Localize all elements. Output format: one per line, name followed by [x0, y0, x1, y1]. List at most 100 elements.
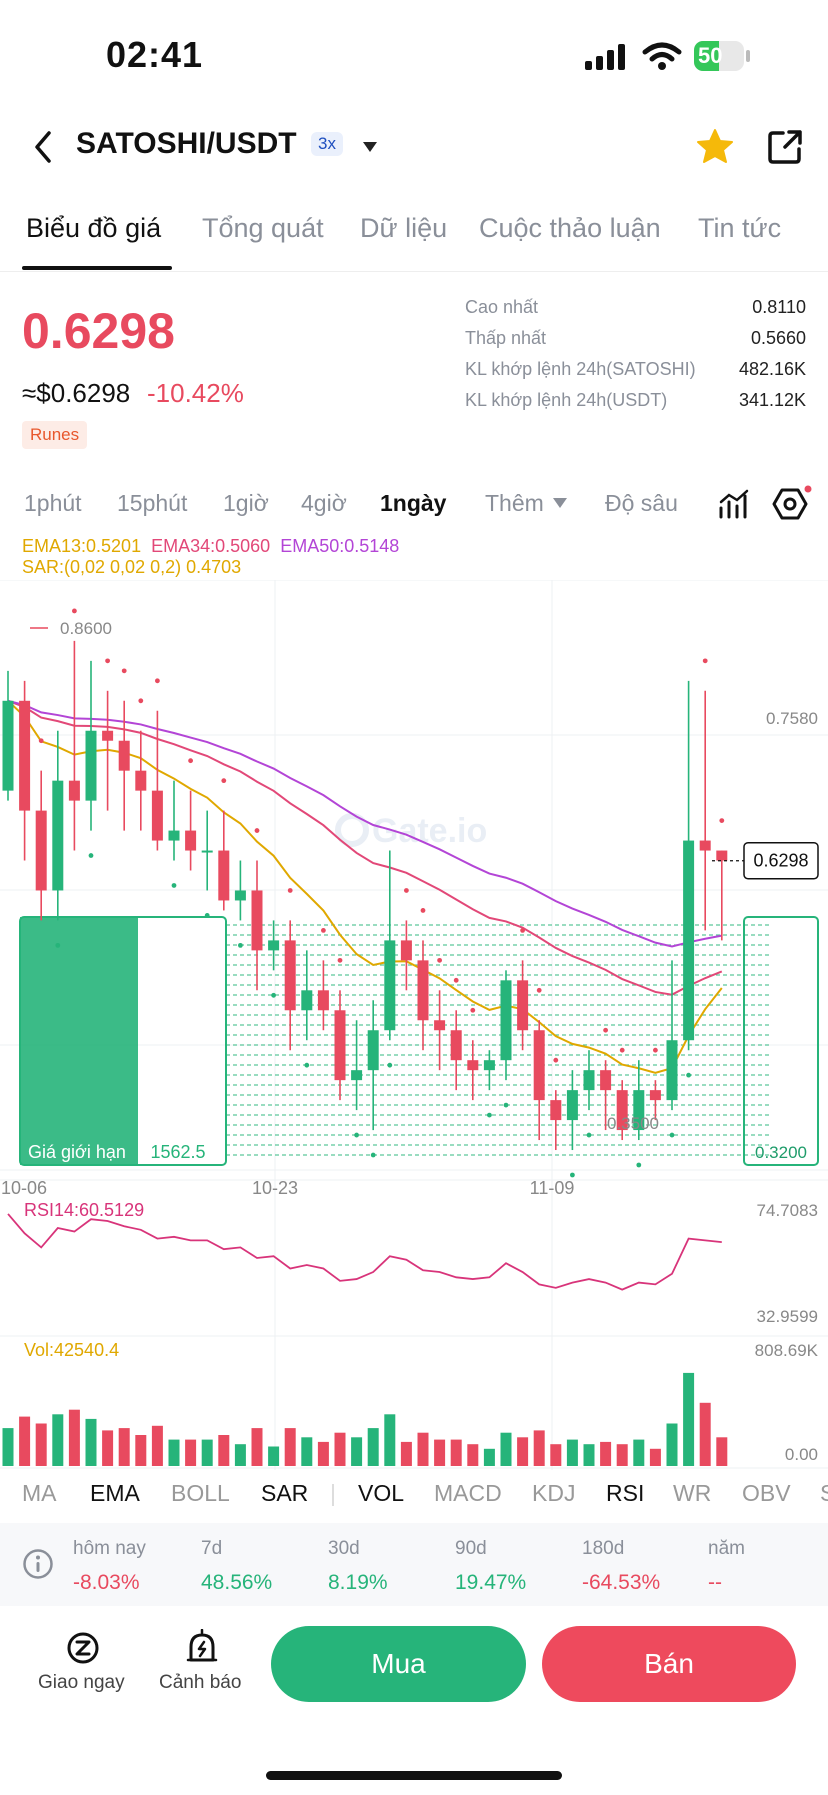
- volume-bar: [168, 1439, 180, 1466]
- volume-bar: [417, 1432, 429, 1466]
- share-icon[interactable]: [766, 128, 804, 166]
- sar-dot: [121, 668, 127, 674]
- depth-box-right: [743, 916, 819, 1166]
- volume-bar: [234, 1444, 246, 1466]
- spot-icon[interactable]: [66, 1631, 100, 1665]
- candle-body: [68, 780, 80, 801]
- buy-button[interactable]: Mua: [271, 1626, 526, 1702]
- candle-body: [201, 850, 213, 853]
- current-price-box: [743, 841, 819, 880]
- candle-body: [301, 990, 313, 1011]
- volume-bar: [666, 1423, 678, 1466]
- sar-dot: [55, 942, 61, 948]
- performance-bar: [0, 1523, 828, 1606]
- status-time: 02:41: [106, 34, 204, 75]
- volume-bar: [699, 1402, 711, 1466]
- info-icon[interactable]: [22, 1548, 54, 1580]
- timeframe-1d[interactable]: 1ngày: [380, 490, 447, 516]
- sar-dot: [570, 1172, 575, 1178]
- depth-fill-left: [20, 917, 138, 1165]
- chart-settings-icon[interactable]: [772, 485, 812, 521]
- indicator-boll[interactable]: BOLL: [171, 1480, 230, 1506]
- back-arrow-icon[interactable]: [32, 130, 54, 164]
- sar-dot: [271, 992, 276, 998]
- timeframe-1h[interactable]: 1giờ: [223, 490, 269, 516]
- indicator-more[interactable]: S: [820, 1480, 828, 1506]
- sar-dot: [702, 658, 708, 664]
- stat-vol-base-value: 482.16K: [738, 359, 806, 379]
- y-tick-label: 0.7580: [766, 709, 818, 728]
- indicator-vol[interactable]: VOL: [358, 1480, 405, 1506]
- candle-body: [52, 780, 64, 891]
- indicator-rsi[interactable]: RSI: [606, 1480, 645, 1506]
- pair-dropdown-icon[interactable]: [361, 140, 379, 154]
- depth-tab[interactable]: Độ sâu: [605, 490, 678, 516]
- sar-dot: [719, 818, 725, 823]
- sar-dot: [304, 1062, 310, 1068]
- ema-legend: EMA13:0.5201 EMA34:0.5060 EMA50:0.5148: [22, 536, 399, 557]
- tab-news[interactable]: Tin tức: [698, 213, 782, 243]
- spot-label[interactable]: Giao ngay: [38, 1672, 125, 1693]
- sar-dot: [155, 678, 160, 684]
- volume-bar: [633, 1439, 645, 1466]
- tab-price-chart[interactable]: Biểu đồ giá: [26, 213, 162, 243]
- timeframe-more[interactable]: Thêm: [485, 490, 544, 516]
- candle-body: [666, 1040, 678, 1101]
- pair-title[interactable]: SATOSHI/USDT: [76, 127, 297, 160]
- battery-icon: 50: [694, 41, 744, 71]
- volume-bar: [533, 1430, 545, 1466]
- volume-bar: [351, 1437, 363, 1466]
- stat-vol-quote-label: KL khớp lệnh 24h(USDT): [465, 390, 668, 410]
- sar-dot: [453, 977, 459, 983]
- runes-tag[interactable]: Runes: [22, 421, 88, 449]
- indicator-wr[interactable]: WR: [673, 1480, 712, 1506]
- candle-body: [268, 940, 280, 951]
- sar-legend: SAR:(0,02 0,02 0,2) 0.4703: [22, 557, 242, 577]
- sar-dot: [387, 1062, 393, 1068]
- candle-body: [400, 940, 412, 961]
- perf-30d-value: 8.19%: [328, 1571, 388, 1594]
- candles: [2, 640, 728, 1151]
- sar-dot: [138, 698, 144, 704]
- sar-dot: [72, 608, 77, 614]
- ema34-line: [7, 699, 723, 996]
- indicator-ema[interactable]: EMA: [90, 1480, 140, 1506]
- timeframe-15m[interactable]: 15phút: [117, 490, 188, 516]
- alert-label[interactable]: Cảnh báo: [159, 1672, 242, 1693]
- perf-90d-label: 90d: [455, 1538, 487, 1559]
- candle-body: [135, 770, 147, 791]
- candle-body: [168, 830, 180, 841]
- sar-dot: [503, 1102, 509, 1108]
- sar-dot: [370, 1152, 376, 1158]
- tab-discussion[interactable]: Cuộc thảo luận: [479, 213, 661, 243]
- indicator-ma[interactable]: MA: [22, 1480, 57, 1506]
- sar-dot: [38, 738, 44, 744]
- ema50-label: EMA50:0.5148: [280, 536, 400, 556]
- volume-bar: [317, 1441, 329, 1466]
- tab-data[interactable]: Dữ liệu: [360, 213, 448, 243]
- indicator-kdj[interactable]: KDJ: [532, 1480, 576, 1506]
- sar-dot: [553, 1057, 559, 1063]
- candle-body: [151, 790, 163, 841]
- candle-body: [434, 1020, 446, 1031]
- sell-button[interactable]: Bán: [542, 1626, 796, 1702]
- indicator-macd[interactable]: MACD: [434, 1480, 502, 1506]
- favorite-star-icon[interactable]: [696, 128, 734, 164]
- perf-year-value: --: [708, 1571, 722, 1594]
- sar-dots: [38, 608, 725, 1178]
- candle-body: [334, 1010, 346, 1081]
- volume-bar: [251, 1428, 263, 1466]
- tab-overview[interactable]: Tổng quát: [202, 213, 324, 243]
- timeframe-1m[interactable]: 1phút: [24, 490, 82, 516]
- sar-dot: [420, 908, 426, 913]
- more-dropdown-icon[interactable]: [552, 497, 568, 509]
- volume-bar: [600, 1441, 612, 1466]
- x-tick-label: 11-09: [530, 1178, 575, 1198]
- timeframe-4h[interactable]: 4giờ: [301, 490, 347, 516]
- sar-dot: [686, 1072, 691, 1078]
- indicator-chart-icon[interactable]: [718, 488, 750, 520]
- indicator-obv[interactable]: OBV: [742, 1480, 791, 1506]
- alert-icon[interactable]: [185, 1629, 219, 1665]
- indicator-sar[interactable]: SAR: [261, 1480, 309, 1506]
